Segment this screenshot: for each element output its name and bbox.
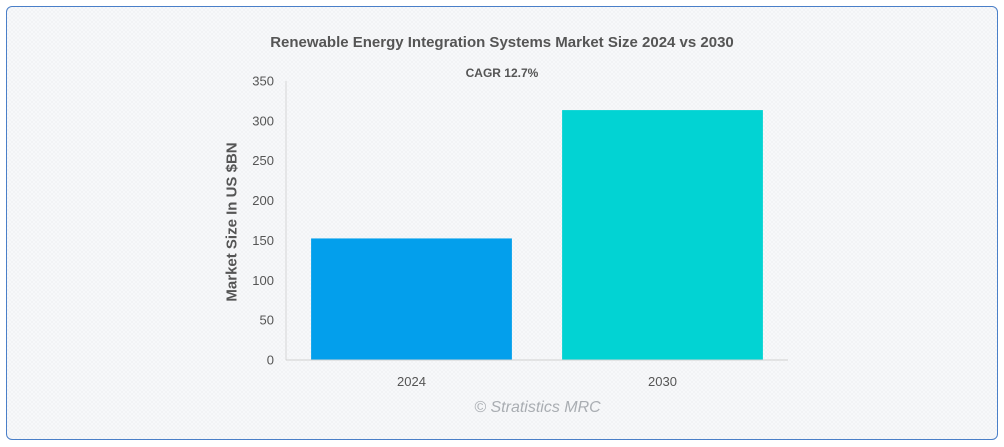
x-tick-label: 2024 (397, 374, 426, 389)
bar-2024 (311, 238, 512, 360)
y-tick-label: 300 (252, 113, 274, 128)
y-tick-label: 350 (252, 74, 274, 89)
watermark: © Stratistics MRC (474, 399, 601, 416)
y-tick-label: 100 (252, 273, 274, 288)
y-tick-label: 250 (252, 153, 274, 168)
bar-2030 (562, 110, 763, 361)
y-tick-label: 50 (260, 313, 274, 328)
x-tick-label: 2030 (648, 374, 677, 389)
chart-frame (6, 6, 998, 440)
x-axis-ticks: 2024 2030 (397, 374, 677, 389)
bars-group (311, 110, 763, 361)
y-tick-label: 0 (267, 353, 274, 368)
y-axis-ticks: 0 50 100 150 200 250 300 350 (252, 74, 274, 368)
y-tick-label: 200 (252, 193, 274, 208)
y-tick-label: 150 (252, 233, 274, 248)
chart-subtitle: CAGR 12.7% (465, 66, 539, 80)
chart-title: Renewable Energy Integration Systems Mar… (270, 34, 734, 51)
